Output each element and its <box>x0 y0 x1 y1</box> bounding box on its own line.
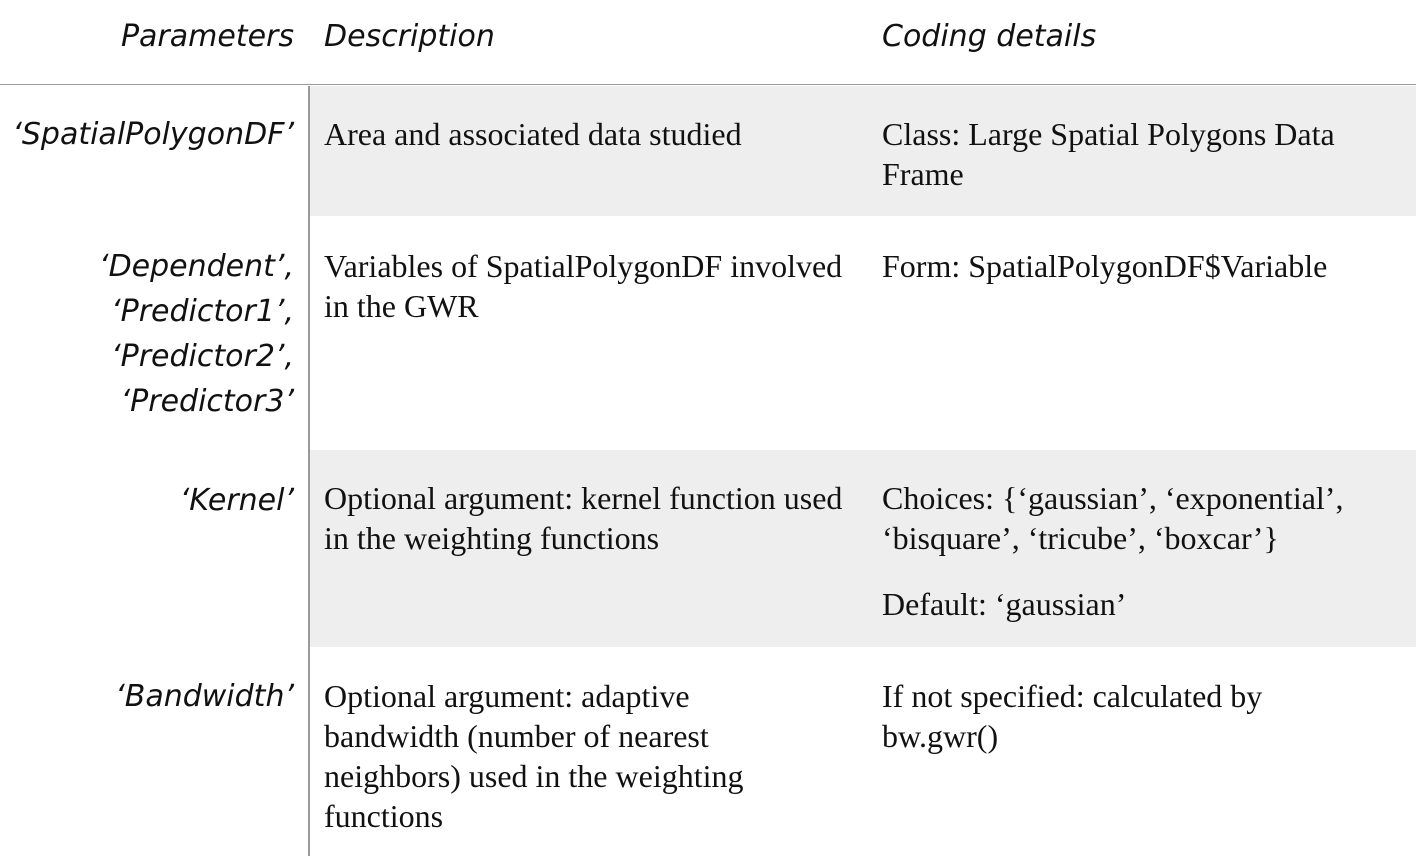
table-row: ‘SpatialPolygonDF’ Area and associated d… <box>0 86 1416 216</box>
parameter-cell: ‘Bandwidth’ <box>115 674 294 719</box>
parameter-line: ‘SpatialPolygonDF’ <box>12 117 294 152</box>
parameter-line: ‘Predictor1’, <box>111 294 294 329</box>
table-row: ‘Bandwidth’ Optional argument: adaptive … <box>0 647 1416 856</box>
parameter-line: ‘Predictor2’, <box>111 339 294 374</box>
header-coding-details: Coding details <box>882 19 1097 54</box>
parameter-cell: ‘SpatialPolygonDF’ <box>12 112 294 157</box>
description-cell: Optional argument: kernel function used … <box>324 480 843 556</box>
parameter-line: ‘Predictor3’ <box>120 384 294 419</box>
coding-cell: If not specified: calculated by bw.gwr() <box>882 676 1332 756</box>
coding-line: Default: ‘gaussian’ <box>882 586 1127 622</box>
coding-line: Class: Large Spatial Polygons Data Frame <box>882 116 1335 192</box>
header-parameters: Parameters <box>120 19 294 54</box>
table-row: ‘Kernel’ Optional argument: kernel funct… <box>0 450 1416 647</box>
table-row: ‘Dependent’, ‘Predictor1’, ‘Predictor2’,… <box>0 216 1416 450</box>
description-cell: Area and associated data studied <box>324 116 742 152</box>
coding-line: Form: SpatialPolygonDF$Variable <box>882 248 1328 284</box>
description-cell: Optional argument: adaptive bandwidth (n… <box>324 678 744 834</box>
parameter-line: ‘Bandwidth’ <box>115 679 294 714</box>
coding-cell: Choices: {‘gaussian’, ‘exponential’, ‘bi… <box>882 478 1402 624</box>
parameter-line: ‘Kernel’ <box>179 483 294 518</box>
row-shading <box>310 86 1416 216</box>
coding-line: Choices: {‘gaussian’, ‘exponential’, ‘bi… <box>882 480 1344 556</box>
coding-cell: Form: SpatialPolygonDF$Variable <box>882 246 1402 286</box>
description-cell: Variables of SpatialPolygonDF involved i… <box>324 248 843 324</box>
parameter-cell: ‘Kernel’ <box>180 478 294 523</box>
parameter-line: ‘Dependent’, <box>99 249 294 284</box>
coding-line: If not specified: calculated by bw.gwr() <box>882 678 1263 754</box>
row-shading <box>310 450 1416 647</box>
parameter-cell: ‘Dependent’, ‘Predictor1’, ‘Predictor2’,… <box>99 244 294 424</box>
column-divider <box>308 86 310 856</box>
header-description: Description <box>324 19 495 54</box>
coding-cell: Class: Large Spatial Polygons Data Frame <box>882 114 1402 194</box>
table-header-row: Parameters Description Coding details <box>0 0 1416 85</box>
